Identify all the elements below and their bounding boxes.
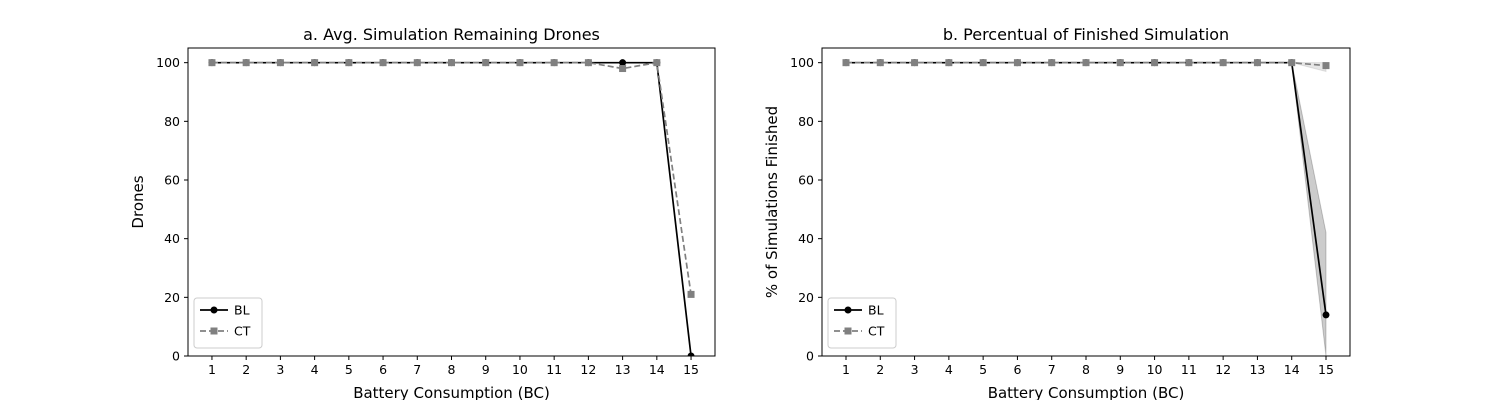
x-tick-label: 15 bbox=[1318, 362, 1334, 377]
y-tick-label: 80 bbox=[164, 114, 180, 129]
data-point bbox=[979, 59, 987, 67]
data-point bbox=[276, 59, 284, 67]
data-point bbox=[1013, 59, 1021, 67]
legend-label: BL bbox=[868, 303, 884, 318]
data-point bbox=[1322, 311, 1330, 319]
x-tick-label: 2 bbox=[876, 362, 884, 377]
data-point bbox=[208, 59, 216, 67]
data-point bbox=[1288, 59, 1296, 67]
confidence-band bbox=[846, 62, 1327, 357]
plot-frame bbox=[821, 47, 1351, 357]
x-tick-label: 7 bbox=[1048, 362, 1056, 377]
data-point bbox=[550, 59, 558, 67]
legend-box bbox=[827, 297, 897, 349]
x-tick-label: 10 bbox=[1147, 362, 1163, 377]
data-point bbox=[1253, 59, 1261, 67]
x-tick-label: 7 bbox=[413, 362, 421, 377]
x-tick-label: 8 bbox=[448, 362, 456, 377]
x-tick-label: 12 bbox=[580, 362, 596, 377]
data-point bbox=[345, 59, 353, 67]
data-point bbox=[842, 59, 850, 67]
data-line bbox=[846, 61, 1327, 316]
x-tick-label: 5 bbox=[345, 362, 353, 377]
y-tick-label: 0 bbox=[806, 349, 814, 364]
y-axis-label: Drones bbox=[129, 175, 147, 228]
data-point bbox=[687, 352, 695, 356]
data-point bbox=[584, 59, 592, 67]
data-point bbox=[311, 59, 319, 67]
data-point bbox=[379, 59, 387, 67]
legend-label: CT bbox=[234, 324, 251, 339]
legend-box bbox=[193, 297, 263, 349]
y-tick-label: 100 bbox=[790, 55, 814, 70]
data-point bbox=[1082, 59, 1090, 67]
data-point bbox=[413, 59, 421, 67]
data-point bbox=[516, 59, 524, 67]
legend-marker bbox=[210, 327, 218, 335]
x-tick-label: 1 bbox=[208, 362, 216, 377]
legend-label: CT bbox=[868, 324, 885, 339]
data-point bbox=[1151, 59, 1159, 67]
data-point bbox=[482, 59, 490, 67]
data-point bbox=[1116, 59, 1124, 67]
legend-marker bbox=[844, 327, 852, 335]
x-tick-label: 13 bbox=[1249, 362, 1265, 377]
data-point bbox=[911, 59, 919, 67]
y-tick-label: 0 bbox=[172, 349, 180, 364]
legend-label: BL bbox=[234, 303, 250, 318]
x-tick-label: 15 bbox=[683, 362, 699, 377]
x-tick-label: 6 bbox=[379, 362, 387, 377]
data-point bbox=[1219, 59, 1227, 67]
data-point bbox=[876, 59, 884, 67]
y-tick-label: 20 bbox=[798, 290, 814, 305]
data-line bbox=[211, 61, 692, 357]
x-tick-label: 9 bbox=[482, 362, 490, 377]
y-axis-label: % of Simulations Finished bbox=[763, 106, 781, 298]
x-tick-label: 4 bbox=[311, 362, 319, 377]
x-tick-label: 3 bbox=[911, 362, 919, 377]
x-tick-label: 4 bbox=[945, 362, 953, 377]
data-point bbox=[242, 59, 250, 67]
x-tick-label: 9 bbox=[1116, 362, 1124, 377]
x-tick-label: 8 bbox=[1082, 362, 1090, 377]
x-tick-label: 12 bbox=[1215, 362, 1231, 377]
legend-marker bbox=[210, 306, 218, 314]
x-tick-label: 14 bbox=[1284, 362, 1300, 377]
y-tick-label: 40 bbox=[164, 231, 180, 246]
x-tick-label: 14 bbox=[649, 362, 665, 377]
chart-title: b. Percentual of Finished Simulation bbox=[943, 25, 1229, 44]
chart-title: a. Avg. Simulation Remaining Drones bbox=[303, 25, 600, 44]
y-tick-label: 40 bbox=[798, 231, 814, 246]
data-point bbox=[619, 59, 627, 67]
data-point bbox=[1185, 59, 1193, 67]
y-tick-label: 80 bbox=[798, 114, 814, 129]
data-point bbox=[448, 59, 455, 67]
x-tick-label: 11 bbox=[546, 362, 562, 377]
data-point bbox=[687, 290, 695, 298]
x-axis-label: Battery Consumption (BC) bbox=[988, 384, 1185, 400]
data-line bbox=[211, 61, 692, 295]
x-tick-label: 3 bbox=[276, 362, 284, 377]
x-tick-label: 10 bbox=[512, 362, 528, 377]
x-tick-label: 6 bbox=[1013, 362, 1021, 377]
x-tick-label: 2 bbox=[242, 362, 250, 377]
y-tick-label: 60 bbox=[798, 173, 814, 188]
data-point bbox=[945, 59, 953, 67]
plot-frame bbox=[187, 47, 716, 357]
data-point bbox=[619, 65, 627, 73]
y-tick-label: 20 bbox=[164, 290, 180, 305]
x-axis-label: Battery Consumption (BC) bbox=[353, 384, 550, 400]
data-point bbox=[1322, 62, 1330, 70]
data-point bbox=[1048, 59, 1056, 67]
x-tick-label: 1 bbox=[842, 362, 850, 377]
y-tick-label: 100 bbox=[156, 55, 180, 70]
x-tick-label: 5 bbox=[979, 362, 987, 377]
x-tick-label: 13 bbox=[615, 362, 631, 377]
x-tick-label: 11 bbox=[1181, 362, 1197, 377]
legend-marker bbox=[844, 306, 852, 314]
data-point bbox=[653, 59, 661, 67]
y-tick-label: 60 bbox=[164, 173, 180, 188]
